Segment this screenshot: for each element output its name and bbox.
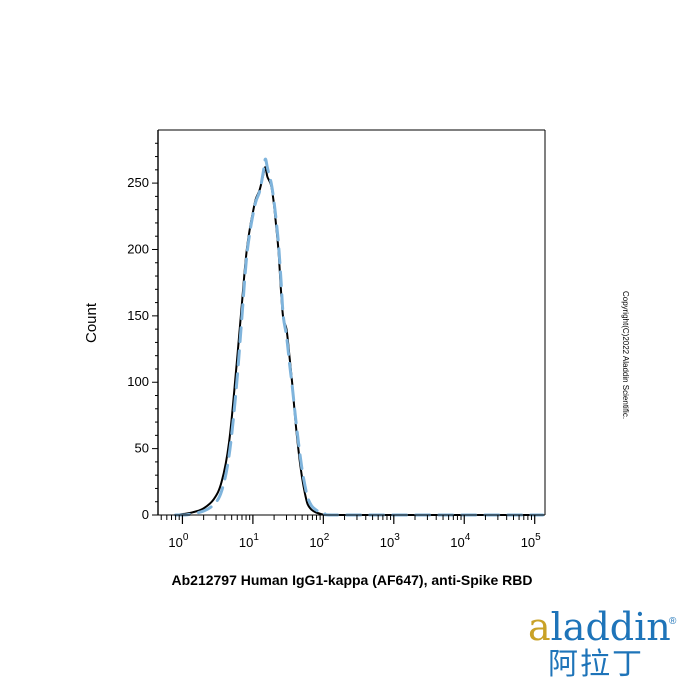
logo-rest: laddin <box>551 605 671 649</box>
logo-latin: aladdin <box>528 605 671 649</box>
x-axis: 100 101 102 103 104 105 <box>160 515 541 550</box>
y-tick-label: 250 <box>127 175 149 190</box>
series-line-dashed <box>174 157 545 517</box>
x-tick-label: 104 <box>450 532 470 550</box>
x-tick-label: 100 <box>168 532 188 550</box>
x-tick-label: 101 <box>239 532 259 550</box>
aladdin-logo: aladdin ® 阿拉丁 <box>528 605 677 682</box>
logo-chinese: 阿拉丁 <box>548 647 644 682</box>
y-axis-title: Count <box>83 302 100 343</box>
plot-frame <box>157 129 546 516</box>
y-tick-label: 150 <box>127 308 149 323</box>
y-tick-label: 200 <box>127 241 149 256</box>
y-axis: 0 50 100 150 200 250 <box>127 142 158 522</box>
x-tick-label: 102 <box>309 532 329 550</box>
logo-first-letter: a <box>528 605 551 649</box>
plot-lines <box>174 157 545 517</box>
registered-mark: ® <box>669 616 677 627</box>
series-line-solid <box>174 166 544 517</box>
copyright-text: Copyright(C)2022 Aladdin Scientific. <box>621 291 630 419</box>
y-tick-label: 50 <box>135 441 149 456</box>
x-tick-label: 103 <box>380 532 400 550</box>
y-tick-label: 100 <box>127 374 149 389</box>
x-tick-label: 105 <box>521 532 541 550</box>
y-tick-label: 0 <box>142 507 149 522</box>
x-axis-title: Ab212797 Human IgG1-kappa (AF647), anti-… <box>172 572 533 588</box>
